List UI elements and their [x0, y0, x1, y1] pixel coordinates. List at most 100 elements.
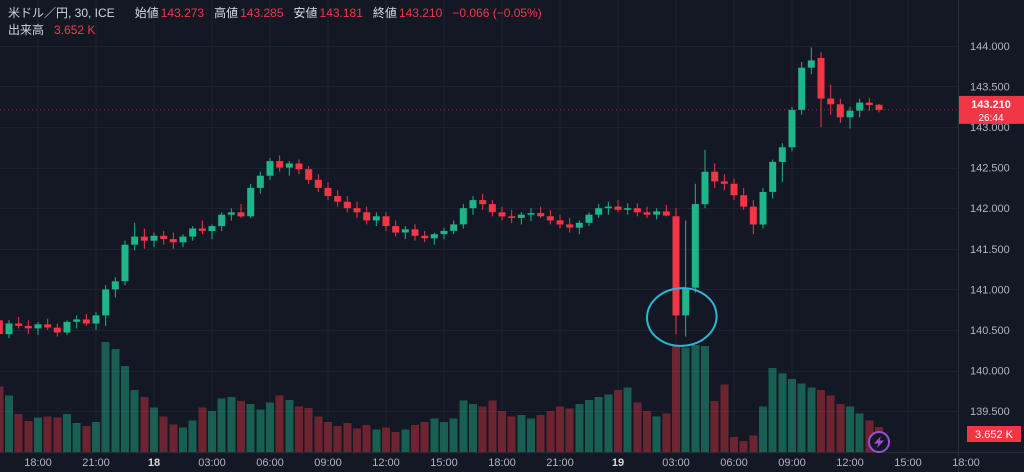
candle-down	[479, 200, 487, 205]
candle-down	[498, 212, 506, 217]
volume-bar	[807, 387, 816, 452]
volume-bar	[0, 386, 4, 452]
candle-down	[276, 161, 284, 168]
volume-bar	[440, 421, 448, 453]
volume-bar	[217, 398, 226, 452]
volume-bar	[633, 402, 642, 452]
time-axis-label: 21:00	[546, 457, 574, 469]
candle-down	[556, 220, 564, 225]
volume-bar	[565, 408, 574, 452]
volume-bar	[768, 368, 777, 452]
legend-volume-row: 出来高 3.652 K	[8, 22, 542, 39]
candle-up	[778, 147, 786, 162]
price-axis[interactable]	[958, 0, 1024, 472]
volume-bar	[672, 345, 680, 452]
candle-down	[334, 196, 342, 202]
volume-bar	[604, 394, 613, 453]
volume-bar	[527, 418, 535, 452]
volume-bar	[865, 420, 874, 452]
high-label: 高値	[214, 6, 239, 20]
volume-pane	[0, 342, 883, 453]
time-axis[interactable]	[0, 452, 1024, 472]
volume-bar	[150, 407, 158, 452]
time-axis-label: 06:00	[720, 457, 748, 469]
volume-bar	[82, 425, 91, 452]
time-axis-label: 21:00	[82, 457, 110, 469]
candle-up	[469, 200, 477, 209]
candle-up	[440, 230, 448, 235]
volume-bar	[449, 418, 458, 452]
volume-bar	[372, 429, 381, 452]
candle-up	[92, 315, 100, 324]
price-axis-label: 139.500	[970, 406, 1010, 418]
volume-bar	[266, 402, 274, 452]
time-axis-label: 15:00	[430, 457, 458, 469]
candle-up	[401, 229, 409, 233]
candle-down	[566, 224, 574, 228]
candle-up	[798, 67, 806, 110]
lightning-icon[interactable]	[868, 431, 891, 453]
volume-bar	[63, 414, 71, 452]
candle-up	[585, 214, 593, 223]
time-axis-label: 09:00	[778, 457, 806, 469]
symbol-title[interactable]: 米ドル／円, 30, ICE	[8, 6, 115, 20]
time-axis-label: 12:00	[836, 457, 864, 469]
candle-down	[295, 163, 303, 170]
last-price-badge: 143.210 26:44	[959, 95, 1024, 124]
volume-bar	[536, 414, 545, 452]
volume-bar	[24, 421, 33, 452]
candle-down	[53, 327, 61, 333]
candle-up	[63, 321, 71, 333]
volume-bar	[130, 390, 139, 452]
circle-annotation[interactable]	[645, 286, 718, 348]
candle-down	[836, 104, 844, 118]
volume-bar	[749, 435, 758, 452]
price-axis-label: 143.000	[970, 122, 1010, 134]
candle-down	[672, 216, 680, 316]
candle-up	[372, 216, 380, 221]
svg-text:3.652 K: 3.652 K	[975, 429, 1014, 441]
volume-bar	[662, 413, 671, 452]
volume-bar	[179, 427, 187, 453]
volume-bar	[730, 436, 738, 452]
price-axis-label: 143.500	[970, 81, 1010, 93]
legend-ohlc-row: 米ドル／円, 30, ICE 始値 143.273 高値 143.285 安値 …	[8, 5, 542, 22]
candle-down	[633, 208, 641, 213]
time-axis-labels: 18:00 21:00 18 03:00 06:00 09:00 12:00 15:00 18:…	[24, 457, 980, 469]
candle-up	[856, 102, 864, 111]
volume-bar	[92, 421, 100, 453]
high-value: 143.285	[240, 6, 284, 20]
candle-up	[218, 214, 226, 227]
time-axis-label: 18:00	[952, 457, 980, 469]
candle-down	[411, 229, 419, 236]
candle-down	[363, 212, 371, 221]
volume-value: 3.652 K	[54, 23, 96, 37]
candle-down	[198, 228, 206, 231]
bar-countdown: 26:44	[978, 113, 1003, 124]
volume-bar	[855, 413, 864, 452]
candle-down	[140, 236, 148, 241]
svg-text:143.210: 143.210	[971, 99, 1011, 111]
candle-up	[788, 109, 796, 148]
volume-bar	[594, 397, 603, 452]
volume-bar	[797, 383, 806, 453]
candle-up	[266, 161, 274, 176]
candle-up	[285, 163, 293, 168]
volume-bar	[643, 410, 651, 453]
volume-badge: 3.652 K	[967, 426, 1021, 442]
volume-bar	[304, 408, 313, 452]
volume-bar	[382, 427, 390, 453]
time-axis-label: 18:00	[488, 457, 516, 469]
volume-bar	[237, 401, 245, 452]
volume-bar	[469, 403, 477, 452]
volume-bar	[478, 406, 487, 452]
time-axis-label: 03:00	[198, 457, 226, 469]
candle-up	[131, 236, 139, 245]
time-axis-label: 09:00	[314, 457, 342, 469]
candle-up	[111, 281, 119, 290]
candle-up	[227, 212, 235, 215]
low-label: 安値	[293, 6, 318, 20]
